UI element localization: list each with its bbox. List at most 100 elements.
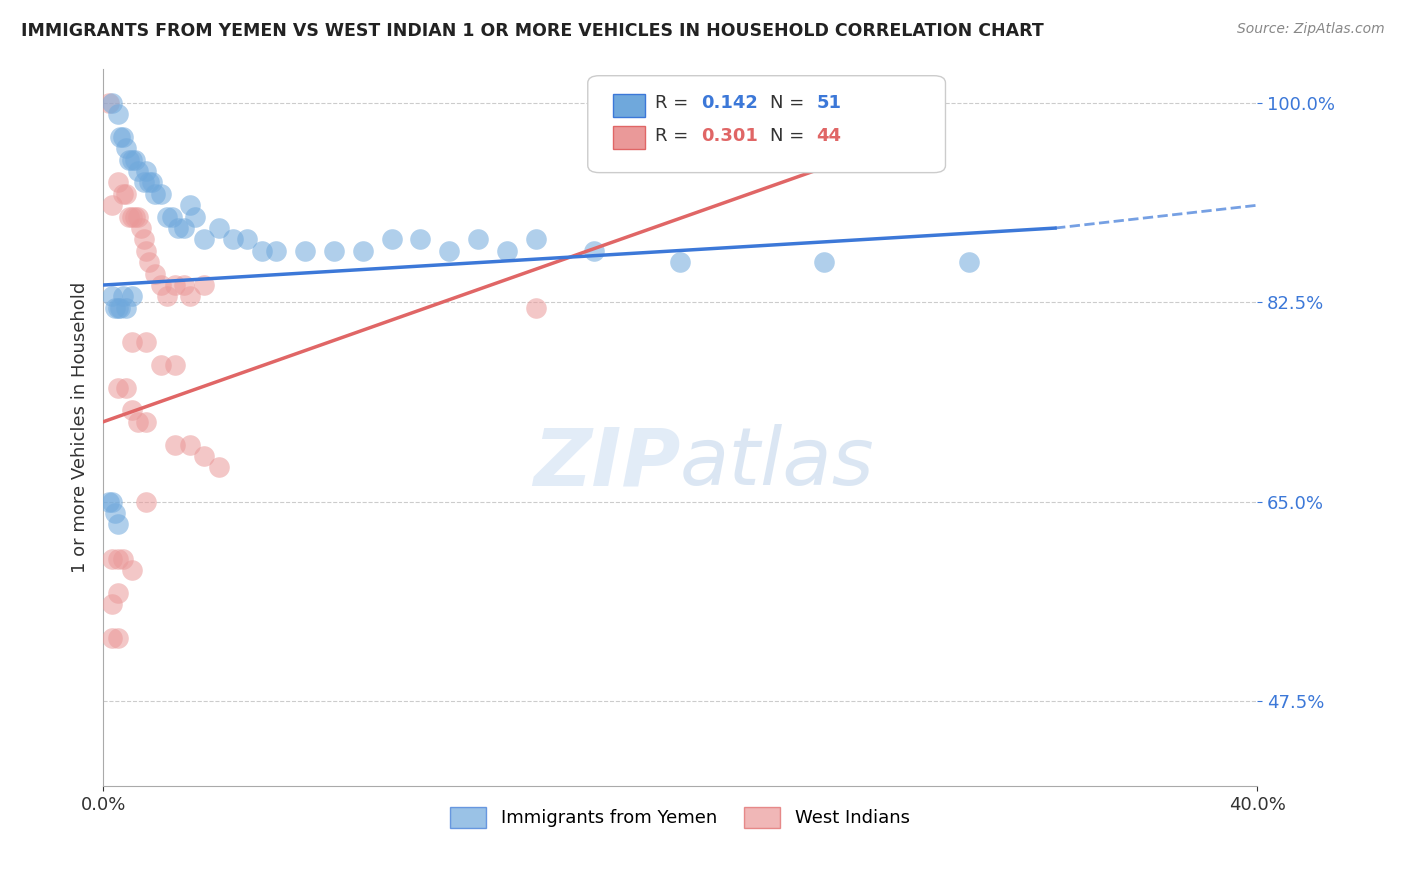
Point: [112, 551, 135, 566]
Point: [381, 232, 404, 246]
Point: [207, 221, 229, 235]
Point: [124, 153, 146, 167]
Point: [121, 563, 143, 577]
Point: [165, 358, 187, 372]
Point: [104, 301, 127, 315]
Point: [264, 244, 287, 258]
Text: IMMIGRANTS FROM YEMEN VS WEST INDIAN 1 OR MORE VEHICLES IN HOUSEHOLD CORRELATION: IMMIGRANTS FROM YEMEN VS WEST INDIAN 1 O…: [21, 22, 1043, 40]
Point: [112, 129, 135, 144]
Text: ZIP: ZIP: [533, 425, 681, 502]
Point: [104, 506, 127, 520]
Point: [97, 494, 120, 508]
Point: [101, 95, 124, 110]
Point: [669, 255, 692, 269]
Point: [121, 403, 143, 417]
Point: [143, 186, 166, 201]
Text: 0.301: 0.301: [700, 128, 758, 145]
Point: [322, 244, 344, 258]
Point: [813, 255, 835, 269]
Point: [149, 186, 172, 201]
Point: [107, 586, 129, 600]
Point: [101, 632, 124, 646]
Point: [112, 186, 135, 201]
Point: [524, 301, 547, 315]
Text: 0.142: 0.142: [700, 95, 758, 112]
Point: [135, 164, 157, 178]
Point: [110, 301, 132, 315]
Point: [138, 176, 160, 190]
Point: [121, 334, 143, 349]
Point: [107, 107, 129, 121]
Point: [118, 210, 141, 224]
Text: atlas: atlas: [681, 425, 875, 502]
Point: [141, 176, 163, 190]
Point: [118, 153, 141, 167]
Point: [167, 221, 190, 235]
Point: [121, 153, 143, 167]
Point: [179, 289, 201, 303]
Point: [173, 221, 195, 235]
Point: [135, 415, 157, 429]
Point: [121, 210, 143, 224]
Point: [409, 232, 432, 246]
Point: [184, 210, 207, 224]
Point: [132, 232, 155, 246]
Point: [107, 176, 129, 190]
Point: [124, 210, 146, 224]
Point: [155, 289, 177, 303]
Text: Source: ZipAtlas.com: Source: ZipAtlas.com: [1237, 22, 1385, 37]
Point: [165, 278, 187, 293]
Point: [129, 221, 152, 235]
Point: [179, 198, 201, 212]
Bar: [613, 126, 645, 149]
Point: [107, 551, 129, 566]
Point: [135, 494, 157, 508]
Point: [149, 278, 172, 293]
Point: [900, 129, 922, 144]
Legend: Immigrants from Yemen, West Indians: Immigrants from Yemen, West Indians: [443, 799, 917, 835]
Point: [222, 232, 245, 246]
Point: [138, 255, 160, 269]
Y-axis label: 1 or more Vehicles in Household: 1 or more Vehicles in Household: [72, 282, 89, 574]
Point: [127, 210, 149, 224]
Text: R =: R =: [655, 95, 693, 112]
Text: 51: 51: [817, 95, 841, 112]
Point: [294, 244, 316, 258]
Point: [236, 232, 259, 246]
Point: [193, 278, 215, 293]
Point: [143, 267, 166, 281]
Point: [193, 232, 215, 246]
Point: [107, 381, 129, 395]
Point: [101, 597, 124, 611]
Point: [101, 289, 124, 303]
Point: [179, 437, 201, 451]
Point: [101, 494, 124, 508]
Text: R =: R =: [655, 128, 693, 145]
Point: [107, 301, 129, 315]
Point: [439, 244, 461, 258]
Point: [132, 176, 155, 190]
Point: [155, 210, 177, 224]
Point: [135, 244, 157, 258]
Point: [162, 210, 184, 224]
Point: [582, 244, 605, 258]
Point: [193, 449, 215, 463]
Text: 44: 44: [817, 128, 841, 145]
Point: [115, 141, 138, 155]
Point: [107, 517, 129, 532]
Point: [957, 255, 980, 269]
Point: [101, 551, 124, 566]
Point: [496, 244, 519, 258]
Point: [127, 164, 149, 178]
Point: [115, 301, 138, 315]
Text: N =: N =: [770, 128, 810, 145]
Point: [352, 244, 374, 258]
Point: [207, 460, 229, 475]
Point: [121, 289, 143, 303]
Point: [107, 632, 129, 646]
Point: [173, 278, 195, 293]
Point: [135, 334, 157, 349]
FancyBboxPatch shape: [588, 76, 945, 173]
Point: [97, 95, 120, 110]
Point: [115, 186, 138, 201]
